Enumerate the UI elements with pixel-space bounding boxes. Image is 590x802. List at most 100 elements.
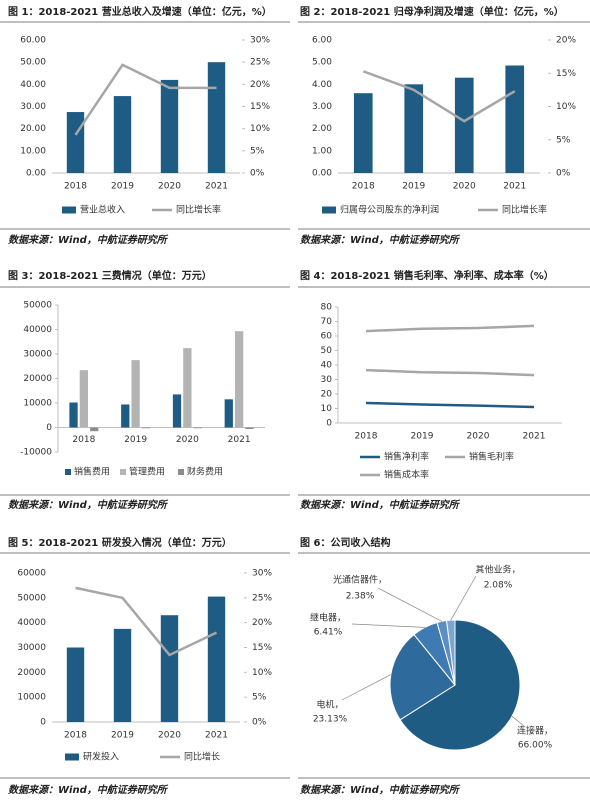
y-tick-label: 40.00: [20, 80, 46, 90]
y-tick-label: 30: [321, 375, 333, 385]
y-tick-label: 20: [321, 390, 333, 400]
bar: [454, 77, 474, 173]
chart-title: 图 4：2018-2021 销售毛利率、净利率、成本率（%）: [300, 269, 554, 282]
y-tick-label: 3.00: [312, 102, 332, 112]
bar: [224, 399, 233, 428]
chart-source: 数据来源：Wind，中航证券研究所: [8, 234, 169, 246]
y-tick-label: 20.00: [20, 124, 46, 134]
line: [365, 401, 535, 409]
chart-title: 图 6：公司收入结构: [300, 536, 390, 549]
legend-label: 销售净利率: [384, 451, 429, 463]
y2-tick-label: 20%: [252, 618, 272, 628]
chart-source: 数据来源：Wind，中航证券研究所: [8, 499, 169, 511]
y-tick-label: 5.00: [312, 58, 332, 68]
leader-line: [377, 587, 442, 622]
bar: [207, 596, 226, 722]
y-tick-label: 10: [321, 404, 333, 414]
y-tick-label: 40: [321, 361, 333, 371]
slice-value: 2.38%: [346, 592, 375, 602]
y-tick-label: 60: [321, 332, 333, 342]
y-tick-label: 40000: [23, 325, 52, 335]
y2-tick-label: 0%: [252, 718, 267, 728]
y2-tick-label: 5%: [556, 135, 571, 145]
legend-swatch: [65, 469, 71, 475]
y-tick-label: 60000: [17, 569, 46, 579]
pie-slice: [389, 633, 456, 721]
bar: [207, 62, 226, 173]
bar: [505, 65, 525, 173]
y2-tick-label: 20%: [250, 80, 270, 90]
y-tick-label: 30.00: [20, 102, 46, 112]
y-tick-label: 30000: [17, 643, 46, 653]
bar: [113, 96, 132, 173]
y-tick-label: 4.00: [312, 80, 332, 90]
y2-tick-label: 0%: [250, 169, 265, 179]
legend-label: 同比增长率: [502, 204, 547, 216]
slice-name: 电机，: [316, 699, 343, 711]
x-tick-label: 2020: [467, 432, 490, 442]
bar: [160, 79, 179, 173]
y-tick-label: 50: [321, 346, 333, 356]
bar: [90, 427, 99, 432]
slice-name: 连接器，: [517, 725, 553, 737]
x-tick-label: 2021: [503, 182, 526, 192]
y-tick-label: 0.00: [26, 169, 46, 179]
y2-tick-label: 25%: [252, 593, 272, 603]
x-tick-label: 2019: [111, 731, 134, 741]
y-tick-label: 10.00: [20, 146, 46, 156]
chart-title: 图 5：2018-2021 研发投入情况（单位：万元）: [8, 536, 232, 549]
y-tick-label: 2.00: [312, 124, 332, 134]
bar: [66, 647, 85, 722]
y-tick-label: 0: [40, 718, 46, 728]
slice-name: 继电器，: [310, 612, 346, 624]
x-tick-label: 2018: [64, 731, 87, 741]
bar: [404, 84, 424, 173]
x-tick-label: 2020: [158, 731, 181, 741]
bar: [183, 348, 192, 428]
y-tick-label: 0: [46, 423, 52, 433]
x-tick-label: 2021: [523, 432, 546, 442]
x-tick-label: 2019: [111, 182, 134, 192]
y-tick-label: 60.00: [20, 36, 46, 46]
y2-tick-label: 15%: [556, 69, 576, 79]
y2-tick-label: 25%: [250, 58, 270, 68]
y2-tick-label: 20%: [556, 36, 576, 46]
bar: [131, 360, 140, 428]
legend-label: 管理费用: [129, 466, 165, 478]
pie-slice: [399, 619, 521, 751]
y-tick-label: 80: [321, 303, 333, 313]
x-tick-label: 2019: [411, 432, 434, 442]
y-tick-label: 50000: [23, 301, 52, 311]
legend-swatch: [322, 206, 336, 214]
y-tick-label: 70: [321, 317, 333, 327]
line: [75, 586, 218, 657]
leader-line: [511, 716, 525, 727]
leader-line: [450, 575, 477, 621]
y-tick-label: -10000: [20, 448, 52, 458]
bar: [69, 402, 78, 428]
legend-label: 归属母公司股东的净利润: [340, 204, 439, 216]
x-tick-label: 2021: [205, 182, 228, 192]
y2-tick-label: 30%: [250, 36, 270, 46]
line: [362, 70, 516, 123]
bar: [245, 427, 254, 429]
bar: [193, 427, 202, 429]
chart-source: 数据来源：Wind，中航证券研究所: [300, 234, 461, 246]
x-tick-label: 2018: [64, 182, 87, 192]
x-tick-label: 2020: [176, 435, 199, 445]
x-tick-label: 2021: [205, 731, 228, 741]
legend-swatch: [65, 753, 79, 761]
y-tick-label: 6.00: [312, 36, 332, 46]
y2-tick-label: 10%: [250, 124, 270, 134]
chart-source: 数据来源：Wind，中航证券研究所: [300, 784, 461, 796]
y2-tick-label: 5%: [250, 146, 265, 156]
legend-label: 同比增长率: [176, 204, 221, 216]
line: [365, 368, 535, 377]
rules: [0, 21, 590, 779]
legend-swatch: [62, 206, 76, 214]
y-tick-label: 10000: [23, 399, 52, 409]
chart-title: 图 2：2018-2021 归母净利润及增速（单位：亿元，%）: [300, 5, 564, 18]
slice-name: 光通信器件，: [333, 574, 387, 586]
slice-value: 2.08%: [484, 581, 513, 591]
